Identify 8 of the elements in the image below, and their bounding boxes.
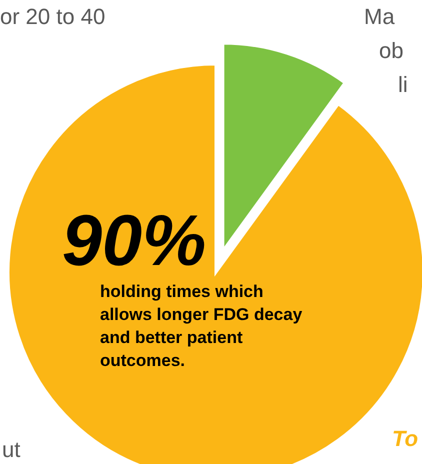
text: holding times which allows longer FDG decay and better patient outcomes. [100, 282, 303, 370]
text: To [392, 426, 418, 451]
text: or 20 to 40 [0, 4, 106, 29]
text: Ma [364, 4, 396, 29]
text: ut [2, 437, 20, 462]
text: li [398, 72, 408, 97]
text: ob [379, 38, 404, 63]
data-label: 90% [62, 201, 206, 281]
